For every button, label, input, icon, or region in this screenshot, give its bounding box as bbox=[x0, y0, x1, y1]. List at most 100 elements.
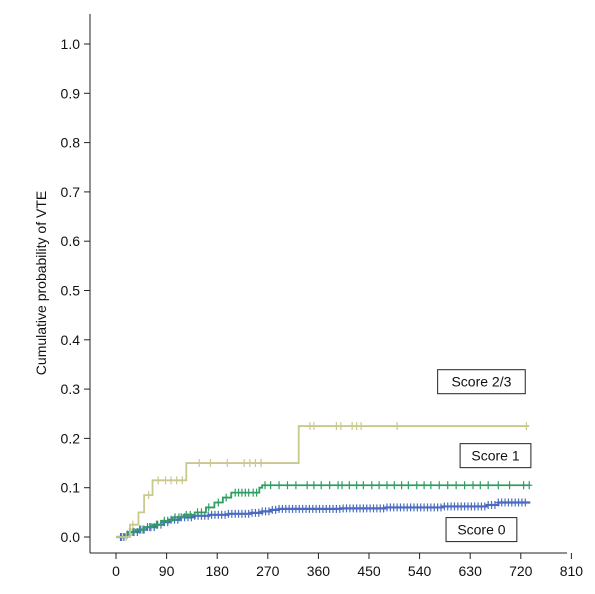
censor-mark bbox=[368, 481, 375, 490]
y-tick-label: 0.2 bbox=[61, 430, 81, 446]
censor-mark bbox=[376, 481, 383, 490]
censor-mark bbox=[258, 459, 265, 468]
axes: 0.0 0.1 0.2 0.3 0.4 0.5 0.6 0.7 0.8 0.9 1.0 0 90 180 2… bbox=[61, 14, 584, 579]
x-tick-label: 540 bbox=[408, 563, 432, 579]
censor-mark bbox=[205, 511, 212, 520]
censor-mark bbox=[304, 481, 311, 490]
censor-mark bbox=[265, 507, 272, 516]
label-box-text: Score 1 bbox=[471, 448, 519, 464]
censor-mark bbox=[481, 502, 488, 511]
censor-mark bbox=[427, 481, 434, 490]
censor-mark bbox=[413, 481, 420, 490]
series-score-2-3 bbox=[116, 422, 530, 541]
censor-mark bbox=[339, 481, 346, 490]
y-tick-label: 0.5 bbox=[61, 283, 81, 299]
censor-mark bbox=[223, 493, 230, 502]
censor-mark bbox=[222, 510, 229, 519]
censor-mark bbox=[284, 481, 291, 490]
censor-mark bbox=[318, 481, 325, 490]
censor-mark bbox=[207, 459, 214, 468]
censor-mark bbox=[168, 476, 175, 485]
censor-mark bbox=[123, 533, 130, 541]
censor-mark bbox=[437, 503, 444, 512]
censor-mark bbox=[129, 520, 136, 529]
censor-mark bbox=[461, 481, 468, 490]
censor-mark bbox=[164, 516, 171, 525]
censor-mark bbox=[173, 476, 180, 485]
x-tick-label: 450 bbox=[357, 563, 381, 579]
y-tick-label: 0.1 bbox=[61, 480, 81, 496]
censor-mark bbox=[346, 481, 353, 490]
censor-mark bbox=[358, 422, 365, 431]
x-tick-label: 0 bbox=[112, 563, 120, 579]
y-tick-label: 0.4 bbox=[61, 332, 81, 348]
censor-mark bbox=[337, 422, 344, 431]
series-label-box: Score 0 bbox=[445, 517, 518, 543]
censor-mark bbox=[255, 508, 262, 517]
censor-mark bbox=[470, 481, 477, 490]
censor-mark bbox=[453, 481, 460, 490]
censor-mark bbox=[276, 481, 283, 490]
censor-mark bbox=[139, 525, 146, 534]
series-score-1 bbox=[116, 481, 533, 541]
censor-mark bbox=[523, 422, 530, 431]
censor-mark bbox=[477, 481, 484, 490]
y-tick-label: 1.0 bbox=[61, 36, 81, 52]
censor-mark bbox=[326, 481, 333, 490]
censor-mark bbox=[526, 481, 533, 490]
y-tick-label: 0.9 bbox=[61, 85, 81, 101]
label-box-frame bbox=[445, 517, 518, 543]
label-box-text: Score 2/3 bbox=[451, 374, 511, 390]
censor-mark bbox=[495, 481, 502, 490]
censor-mark bbox=[353, 481, 360, 490]
censor-mark bbox=[491, 500, 498, 509]
censor-mark bbox=[421, 481, 428, 490]
x-tick-label: 720 bbox=[509, 563, 533, 579]
y-tick-label: 0.3 bbox=[61, 381, 81, 397]
series-label-box: Score 1 bbox=[459, 443, 532, 469]
censor-mark bbox=[253, 488, 260, 497]
censor-mark bbox=[241, 459, 248, 468]
censor-mark bbox=[146, 523, 153, 532]
series-label-box: Score 2/3 bbox=[437, 369, 526, 395]
censor-mark bbox=[252, 459, 259, 468]
censor-mark bbox=[187, 510, 194, 519]
y-axis-title-group: Cumulative probability of VTE bbox=[33, 191, 49, 375]
censor-mark bbox=[310, 481, 317, 490]
censor-mark bbox=[153, 520, 160, 529]
censor-mark bbox=[360, 481, 367, 490]
annotation-layer: Score 2/3 Score 1 Score 0 bbox=[437, 369, 532, 543]
y-tick-label: 0.6 bbox=[61, 233, 81, 249]
censor-mark bbox=[205, 503, 212, 512]
label-box-frame bbox=[437, 369, 526, 395]
censor-mark bbox=[391, 481, 398, 490]
y-tick-label: 0.7 bbox=[61, 184, 81, 200]
censor-mark bbox=[272, 505, 279, 514]
series-score-0 bbox=[116, 498, 531, 541]
x-tick-label: 90 bbox=[159, 563, 175, 579]
censor-mark bbox=[155, 476, 162, 485]
series-layer bbox=[116, 422, 533, 541]
censor-mark bbox=[405, 481, 412, 490]
label-box-text: Score 0 bbox=[457, 522, 505, 538]
x-tick-label: 360 bbox=[307, 563, 331, 579]
x-tick-label: 270 bbox=[256, 563, 280, 579]
censor-mark bbox=[246, 459, 253, 468]
censor-mark bbox=[145, 491, 152, 500]
y-tick-label: 0.8 bbox=[61, 135, 81, 151]
censor-mark bbox=[198, 508, 205, 517]
censor-mark bbox=[380, 504, 387, 513]
censor-mark bbox=[310, 422, 317, 431]
censor-mark bbox=[398, 481, 405, 490]
censor-mark bbox=[245, 509, 252, 518]
censor-mark bbox=[436, 481, 443, 490]
label-box-frame bbox=[459, 443, 532, 469]
x-tick-label: 810 bbox=[560, 563, 584, 579]
censor-mark bbox=[261, 481, 268, 490]
censor-mark bbox=[522, 498, 529, 507]
y-axis-title: Cumulative probability of VTE bbox=[33, 191, 49, 375]
censor-mark bbox=[444, 481, 451, 490]
censor-mark bbox=[394, 422, 401, 431]
censor-mark bbox=[520, 481, 527, 490]
